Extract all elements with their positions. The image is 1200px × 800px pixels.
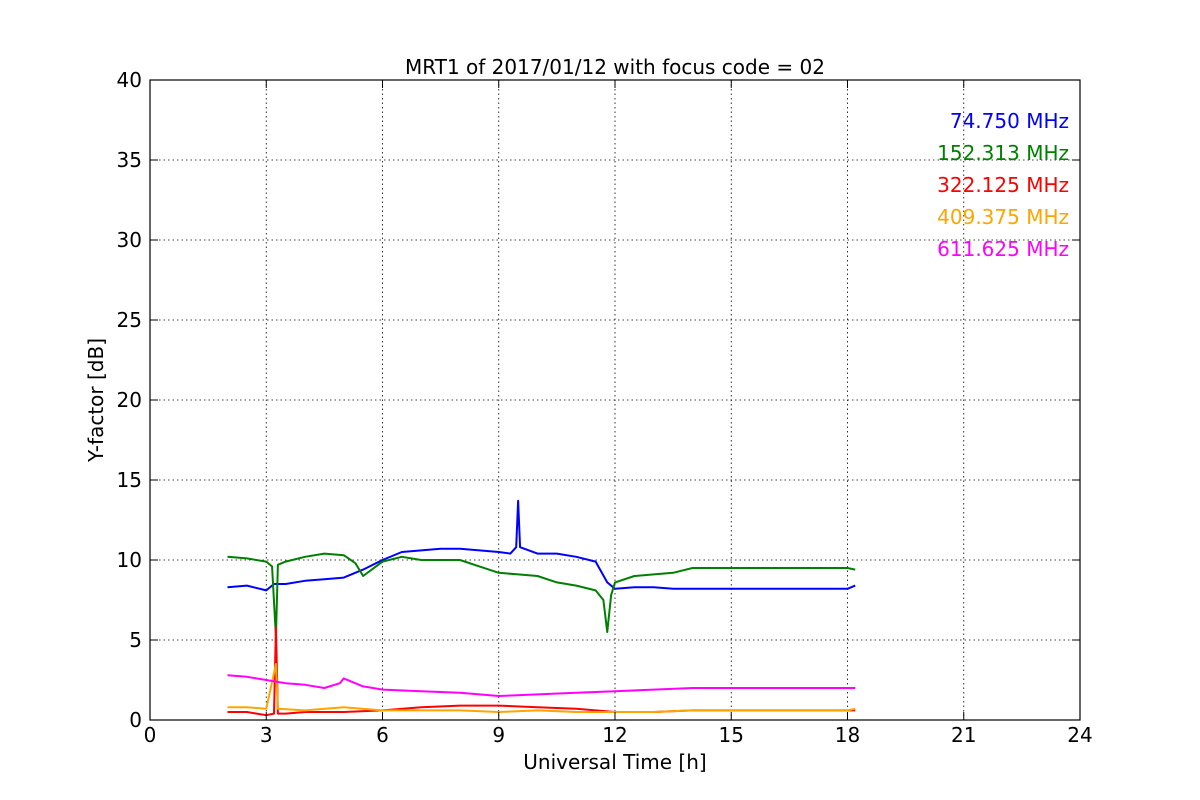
- y-tick-label: 5: [129, 628, 142, 652]
- x-tick-label: 15: [719, 723, 744, 747]
- grid: [150, 80, 1080, 720]
- x-axis-label: Universal Time [h]: [523, 750, 706, 774]
- y-axis-label: Y-factor [dB]: [84, 338, 108, 463]
- series-line: [227, 674, 856, 697]
- series-line: [227, 552, 856, 638]
- x-tick-label: 24: [1067, 723, 1092, 747]
- legend-label: 152.313 MHz: [937, 141, 1069, 165]
- legend-label: 74.750 MHz: [950, 109, 1069, 133]
- y-tick-labels: 0 5 10 15 20 25 30 35 40: [117, 68, 142, 732]
- legend: 74.750 MHz 152.313 MHz 322.125 MHz 409.375 …: [937, 109, 1069, 261]
- legend-label: 409.375 MHz: [937, 205, 1069, 229]
- y-tick-label: 30: [117, 228, 142, 252]
- x-tick-label: 3: [260, 723, 273, 747]
- y-tick-label: 40: [117, 68, 142, 92]
- y-tick-label: 20: [117, 388, 142, 412]
- x-tick-label: 12: [602, 723, 627, 747]
- axis-ticks: [149, 79, 1081, 721]
- x-tick-label: 18: [835, 723, 860, 747]
- x-tick-label: 6: [376, 723, 389, 747]
- y-tick-label: 15: [117, 468, 142, 492]
- x-tick-label: 0: [144, 723, 157, 747]
- x-tick-label: 21: [951, 723, 976, 747]
- y-tick-label: 35: [117, 148, 142, 172]
- series-line: [227, 663, 856, 713]
- chart-title: MRT1 of 2017/01/12 with focus code = 02: [405, 55, 825, 79]
- legend-label: 611.625 MHz: [937, 237, 1069, 261]
- x-tick-label: 9: [492, 723, 505, 747]
- y-tick-label: 0: [129, 708, 142, 732]
- legend-label: 322.125 MHz: [937, 173, 1069, 197]
- y-tick-label: 10: [117, 548, 142, 572]
- series-line: [227, 499, 856, 592]
- series-lines: [227, 499, 856, 717]
- y-tick-label: 25: [117, 308, 142, 332]
- x-tick-labels: 0 3 6 9 12 15 18 21 24: [144, 723, 1093, 747]
